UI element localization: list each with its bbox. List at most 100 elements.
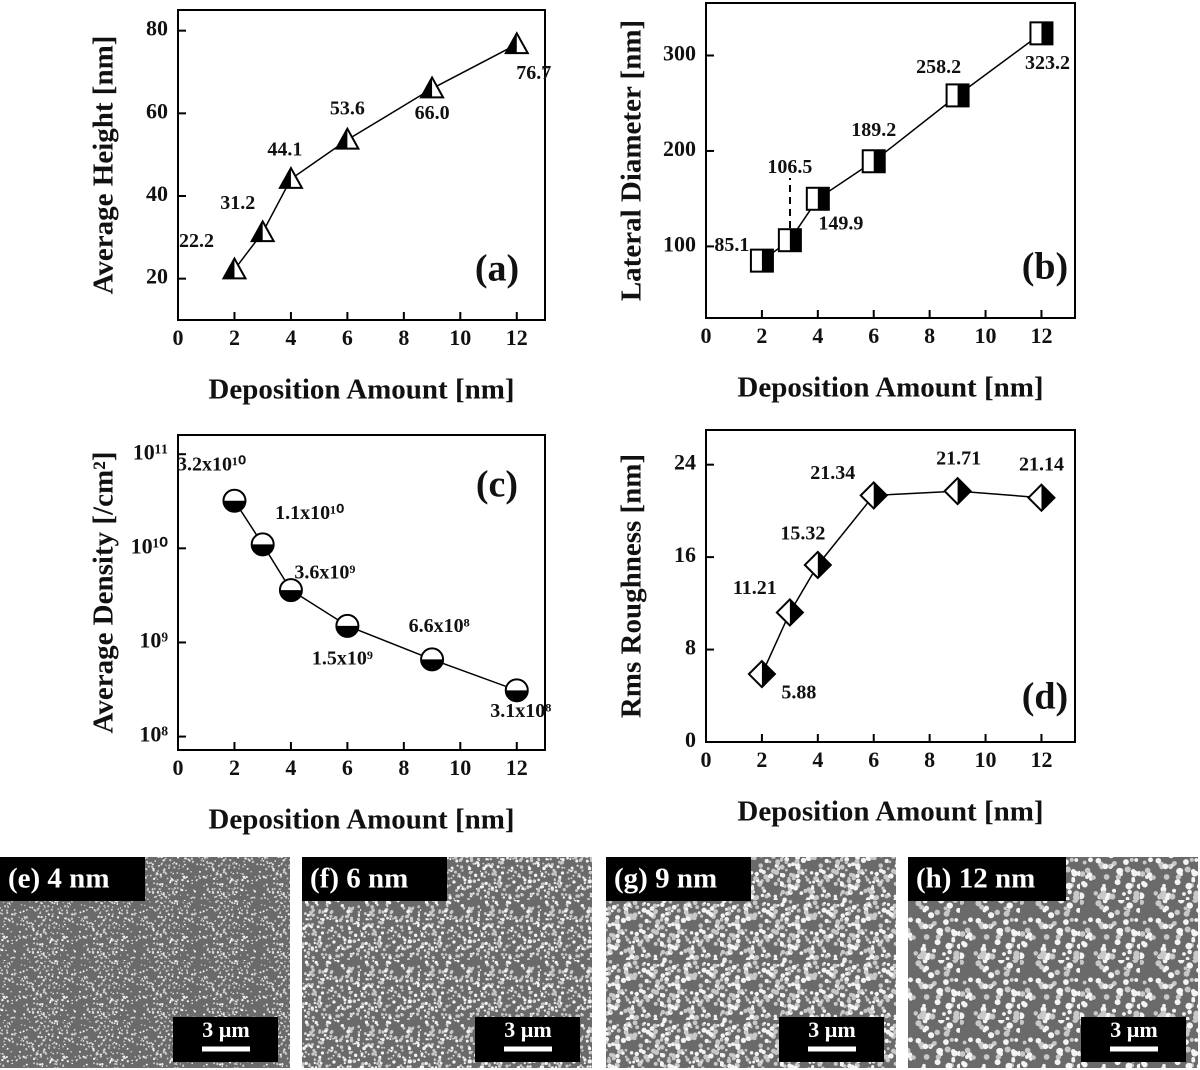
y-tick-label: 10¹⁰ xyxy=(131,533,169,558)
label-box xyxy=(302,857,447,901)
data-label: 323.2 xyxy=(1025,52,1070,74)
data-label: 53.6 xyxy=(330,97,365,119)
image-label: (h) 12 nm xyxy=(916,863,1035,895)
marker-fill xyxy=(1041,22,1053,45)
marker xyxy=(504,31,530,55)
marker-fill xyxy=(873,482,887,509)
x-tick-label: 10 xyxy=(975,323,997,348)
x-axis-title: Deposition Amount [nm] xyxy=(737,796,1043,828)
data-label: 258.2 xyxy=(916,56,961,78)
marker xyxy=(747,659,777,689)
marker-fill xyxy=(421,77,433,98)
scale-box xyxy=(475,1017,580,1062)
marker-fill xyxy=(251,221,263,242)
data-label: 3.1x10⁸ xyxy=(490,700,551,722)
x-tick-label: 6 xyxy=(342,325,353,350)
plot-frame xyxy=(177,434,546,751)
x-axis-title: Deposition Amount [nm] xyxy=(208,374,514,406)
panel-label: (a) xyxy=(475,248,519,290)
marker-fill xyxy=(1041,484,1055,511)
marker-fill xyxy=(336,625,359,637)
y-tick-label: 8 xyxy=(685,635,696,660)
x-tick-label: 12 xyxy=(506,755,528,780)
x-tick-label: 12 xyxy=(1030,747,1052,772)
marker xyxy=(945,83,970,108)
data-label: 85.1 xyxy=(714,234,749,256)
marker-fill xyxy=(789,229,801,252)
data-label: 21.34 xyxy=(810,462,855,484)
x-axis-title: Deposition Amount [nm] xyxy=(737,372,1043,404)
x-tick-label: 0 xyxy=(173,325,184,350)
data-label: 1.1x10¹⁰ xyxy=(275,502,344,524)
plot-frame xyxy=(705,429,1076,743)
marker-fill xyxy=(505,33,517,54)
marker-fill xyxy=(957,84,969,107)
data-label: 6.6x10⁸ xyxy=(409,615,470,637)
marker xyxy=(222,488,247,513)
y-tick-label: 80 xyxy=(146,16,168,41)
marker-fill xyxy=(957,478,971,505)
scale-text: 3 µm xyxy=(202,1017,250,1042)
marker xyxy=(859,480,889,510)
x-tick-label: 10 xyxy=(449,755,471,780)
marker xyxy=(943,476,973,506)
y-axis-title: Average Density [/cm²] xyxy=(88,452,120,734)
y-tick-label: 24 xyxy=(674,450,696,475)
marker xyxy=(777,228,802,253)
label-box xyxy=(606,857,751,901)
data-label: 3.2x10¹⁰ xyxy=(177,453,246,475)
marker-fill xyxy=(761,661,775,688)
marker xyxy=(861,149,886,174)
marker xyxy=(803,550,833,580)
marker-fill xyxy=(421,659,444,671)
y-tick-label: 20 xyxy=(146,264,168,289)
x-tick-label: 4 xyxy=(812,323,823,348)
scale-box xyxy=(779,1017,884,1062)
marker xyxy=(805,186,830,211)
marker-fill xyxy=(505,690,528,702)
x-tick-label: 2 xyxy=(756,323,767,348)
data-label: 1.5x10⁹ xyxy=(312,647,373,669)
plot-frame xyxy=(705,2,1076,319)
x-tick-label: 2 xyxy=(229,755,240,780)
marker-fill xyxy=(223,500,246,512)
panel-label: (c) xyxy=(476,464,518,506)
x-tick-label: 8 xyxy=(924,323,935,348)
x-tick-label: 0 xyxy=(173,755,184,780)
data-label: 11.21 xyxy=(733,577,777,599)
x-tick-label: 8 xyxy=(924,747,935,772)
data-label: 5.88 xyxy=(781,682,816,704)
y-tick-label: 60 xyxy=(146,98,168,123)
data-label: 44.1 xyxy=(267,139,302,161)
scale-box xyxy=(173,1017,278,1062)
image-label: (f) 6 nm xyxy=(310,863,408,895)
data-label: 66.0 xyxy=(415,102,450,124)
marker-fill xyxy=(279,168,291,188)
marker xyxy=(278,165,304,189)
y-tick-label: 10⁹ xyxy=(139,627,168,652)
marker xyxy=(504,678,529,703)
y-tick-label: 40 xyxy=(146,181,168,206)
data-line xyxy=(761,490,1042,675)
marker xyxy=(221,256,248,280)
data-line xyxy=(233,500,518,692)
x-tick-label: 2 xyxy=(756,747,767,772)
y-tick-label: 200 xyxy=(663,136,696,161)
marker-fill xyxy=(873,150,885,173)
marker xyxy=(249,219,276,243)
marker-fill xyxy=(817,187,829,210)
data-label: 76.7 xyxy=(516,62,551,84)
marker-fill xyxy=(336,128,348,149)
scale-text: 3 µm xyxy=(504,1017,552,1042)
x-tick-label: 0 xyxy=(701,323,712,348)
marker xyxy=(334,126,361,150)
marker-fill xyxy=(279,590,302,602)
panel-label: (b) xyxy=(1022,246,1068,288)
marker-fill xyxy=(761,249,773,272)
marker xyxy=(278,578,303,603)
x-tick-label: 10 xyxy=(449,325,471,350)
x-tick-label: 8 xyxy=(398,325,409,350)
marker xyxy=(250,532,275,557)
data-label: 189.2 xyxy=(851,119,896,141)
